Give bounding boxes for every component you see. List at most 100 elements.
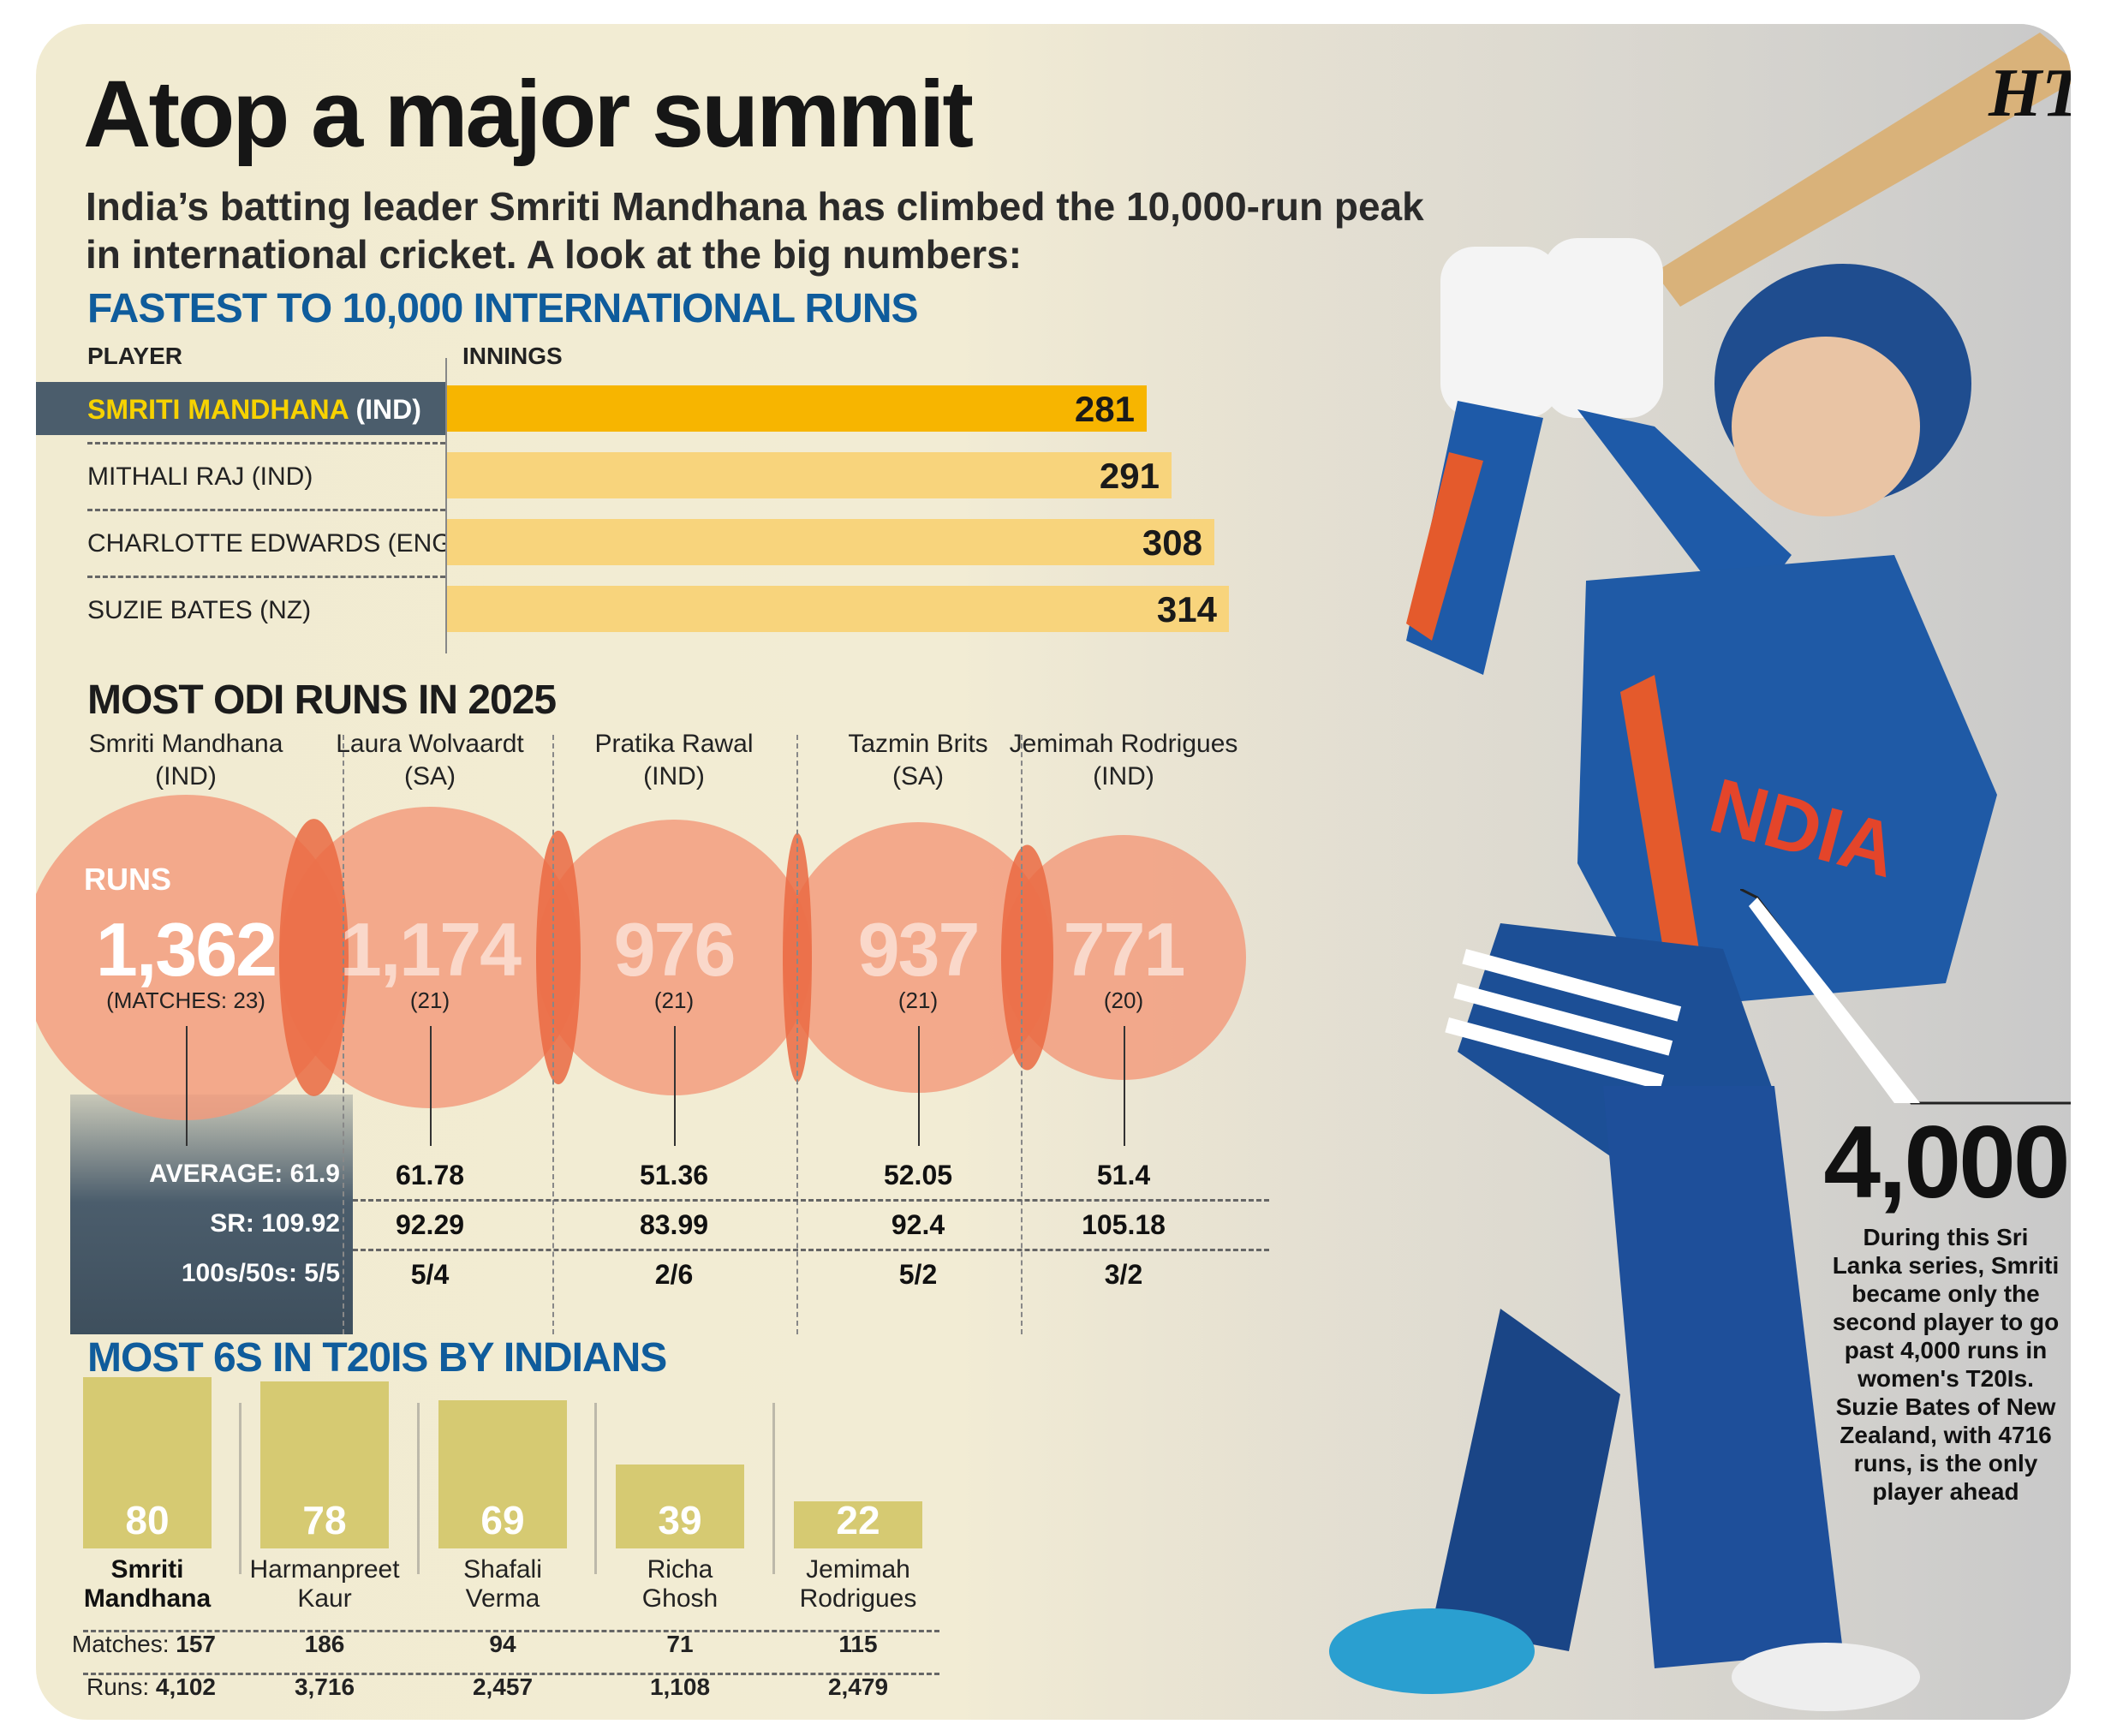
odi-section-title: MOST ODI RUNS IN 2025 [87,677,557,723]
odi-column-divider [1021,735,1023,1334]
odi-stat-value: 3/2 [1104,1259,1143,1290]
odi-stat-value: 92.4 [891,1209,945,1240]
sixes-player-name: Smriti [110,1555,184,1584]
odi-matches: (21) [409,987,450,1013]
sixes-bar-value: 22 [836,1498,880,1542]
sixes-bar [794,1501,922,1548]
page-title: Atop a major summit [83,62,974,167]
sixes-runs-row: Runs: 4,102 [36,1673,216,1701]
sixes-section-title: MOST 6S IN T20IS BY INDIANS [87,1335,667,1381]
fastest-section-title: FASTEST TO 10,000 INTERNATIONAL RUNS [87,286,919,331]
odi-stat-value: 5/4 [410,1259,450,1290]
fastest-col-innings: INNINGS [462,343,563,369]
sixes-runs-label: Runs: [86,1673,156,1700]
sixes-column-divider [417,1403,420,1574]
fastest-axis-line [445,358,447,653]
fastest-bar-value: 308 [1142,522,1202,563]
sixes-player-name: Shafali [463,1555,542,1584]
fastest-row-label: SMRITI MANDHANA (IND) [87,394,421,426]
odi-column-divider [552,735,554,1334]
odi-stat-label: SR: 109.92 [210,1209,340,1238]
odi-matches: (20) [1103,987,1144,1013]
odi-player-name: Pratika Rawal [594,730,754,758]
odi-bubble-overlap [536,830,581,1085]
sixes-bar-value: 39 [658,1498,702,1542]
odi-runs-value: 937 [857,907,981,992]
odi-bubble [783,822,1053,1093]
sixes-matches-label: Matches: [71,1631,176,1657]
fastest-row-name: SMRITI MANDHANA [87,394,349,425]
sixes-player-name: Mandhana [83,1584,212,1613]
odi-matches: (21) [653,987,695,1013]
odi-stat-value: 92.29 [395,1209,465,1240]
sixes-bar-value: 69 [480,1498,525,1542]
fastest-row-label: SUZIE BATES (NZ) [87,596,312,624]
odi-stat-divider [353,1249,1269,1251]
sixes-matches-value: 94 [489,1631,516,1657]
sixes-runs-value: 2,479 [827,1673,889,1700]
sixes-runs-value: 3,716 [294,1673,355,1700]
odi-stat-label: 100s/50s: 5/5 [181,1259,340,1287]
odi-runs-value: 1,174 [339,907,522,992]
sixes-matches-row: Matches: 157 [36,1631,216,1658]
odi-stat-value: 52.05 [883,1160,953,1190]
sixes-bar-value: 80 [125,1498,170,1542]
fastest-row-country: (IND) [348,394,421,425]
fastest-row-divider [87,509,445,511]
odi-matches: (MATCHES: 23) [106,987,265,1013]
sixes-column-divider [772,1403,775,1574]
fastest-bar [445,586,1229,632]
odi-runs-value: 771 [1063,907,1186,992]
odi-stat-value: 61.78 [395,1160,465,1190]
ht-logo: HT [1989,56,2071,131]
odi-player-country: (SA) [892,762,944,790]
odi-player-name: Tazmin Brits [848,730,988,758]
odi-column-divider [796,735,798,1334]
infographic-frame: NDIA Atop a major summit India’s batting… [36,24,2071,1720]
odi-stat-value: 5/2 [898,1259,938,1290]
fastest-bar-value: 281 [1074,389,1135,429]
odi-stat-value: 83.99 [639,1209,709,1240]
odi-stat-value: 2/6 [654,1259,694,1290]
sixes-row-divider [83,1630,939,1632]
odi-matches: (21) [897,987,939,1013]
odi-runs-value: 1,362 [95,907,277,992]
sixes-bar [83,1377,212,1548]
page-subtitle: India’s batting leader Smriti Mandhana h… [86,184,1424,277]
odi-stat-panel [70,1095,353,1334]
sixes-row-divider [83,1673,939,1675]
fastest-bar-value: 314 [1156,589,1217,629]
sixes-runs-value: 4,102 [155,1673,216,1700]
odi-stat-value: 51.4 [1096,1160,1151,1190]
odi-runs-label: RUNS [84,862,172,897]
fastest-row-label: MITHALI RAJ (IND) [87,462,313,491]
sixes-bar-value: 78 [302,1498,347,1542]
callout-value: 4,000 [1823,1105,2070,1220]
fastest-highlight-label-bg [36,382,445,435]
sixes-player-name: Ghosh [641,1584,719,1613]
odi-player-country: (SA) [404,762,456,790]
batter-photo: NDIA [1175,24,2071,1720]
odi-bubble [1001,835,1246,1080]
sixes-runs-value: 1,108 [649,1673,711,1700]
sixes-runs-value: 2,457 [472,1673,534,1700]
fastest-bar [445,385,1147,432]
sixes-matches-value: 115 [838,1631,878,1657]
odi-column-divider [342,735,344,1334]
odi-player-name: Laura Wolvaardt [336,730,524,758]
odi-bubble-overlap [1001,844,1053,1071]
sixes-player-name: Rodrigues [799,1584,917,1613]
sixes-player-name: Verma [465,1584,540,1613]
sixes-column-divider [239,1403,242,1574]
odi-leader-line [674,1026,676,1146]
sixes-player-name: Harmanpreet [249,1555,400,1584]
odi-bubble [536,820,812,1095]
fastest-row-divider [87,576,445,578]
fastest-col-player: PLAYER [87,343,183,369]
odi-leader-line [430,1026,432,1146]
odi-player-country: (IND) [1093,762,1154,790]
odi-stat-value: 51.36 [639,1160,709,1190]
odi-stat-divider [353,1199,1269,1202]
sixes-matches-value: 71 [666,1631,694,1657]
odi-player-country: (IND) [155,762,217,790]
